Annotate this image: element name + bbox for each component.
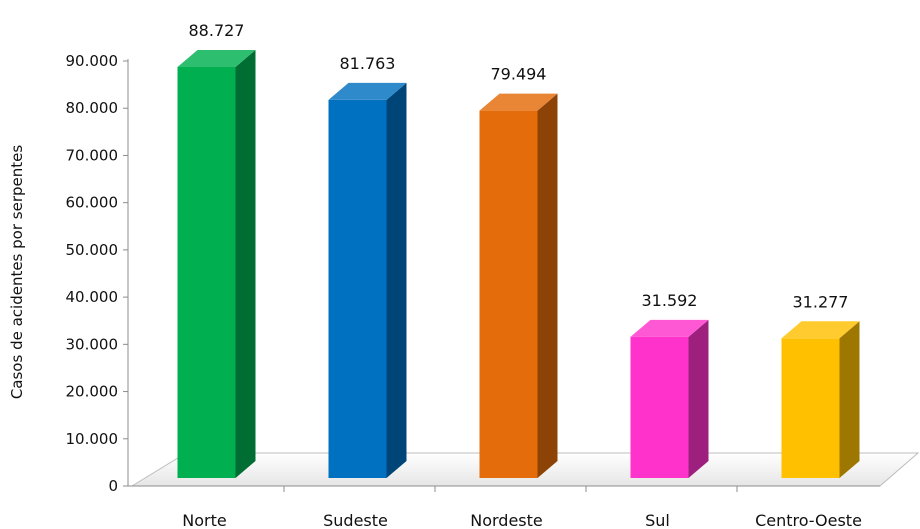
data-label: 31.277 (793, 292, 849, 311)
data-label: 31.592 (642, 291, 698, 310)
y-tick-label: 20.000 (66, 383, 119, 401)
x-tick-label: Sul (645, 511, 670, 529)
bar-top (781, 321, 860, 339)
data-label: 88.727 (189, 21, 245, 40)
x-tick-label: Centro-Oeste (755, 511, 862, 529)
x-tick-label: Nordeste (470, 511, 543, 529)
bar-side (839, 321, 860, 478)
y-tick-label: 10.000 (66, 430, 119, 448)
bar-front (328, 99, 387, 478)
y-tick-label: 0 (108, 477, 118, 495)
y-tick-label: 90.000 (66, 52, 119, 70)
bar-top (479, 93, 558, 111)
bar-front (479, 110, 538, 478)
bar-sul (630, 319, 709, 478)
y-tick-label: 70.000 (66, 146, 119, 164)
y-axis-title: Casos de acidentes por serpentes (8, 145, 26, 400)
data-label: 79.494 (491, 65, 547, 84)
y-tick-label: 80.000 (66, 99, 119, 117)
bar-norte (177, 50, 256, 479)
y-tick-label: 60.000 (66, 194, 119, 212)
bar-top (630, 319, 709, 337)
bar-side (688, 319, 709, 478)
x-tick-label: Sudeste (323, 511, 388, 529)
bar-front (781, 338, 840, 478)
y-tick-label: 50.000 (66, 241, 119, 259)
y-tick-label: 30.000 (66, 335, 119, 353)
bar-centro-oeste (781, 321, 860, 478)
bar-front (177, 67, 236, 479)
bar-top (177, 50, 256, 68)
data-label: 81.763 (340, 54, 396, 73)
bar-side (537, 93, 558, 478)
x-tick-label: Norte (182, 511, 226, 529)
bar-sudeste (328, 82, 407, 478)
bar-nordeste (479, 93, 558, 478)
bar-side (386, 82, 407, 478)
bar-front (630, 336, 689, 478)
bar-top (328, 82, 407, 100)
bar-side (235, 50, 256, 479)
y-tick-label: 40.000 (66, 288, 119, 306)
